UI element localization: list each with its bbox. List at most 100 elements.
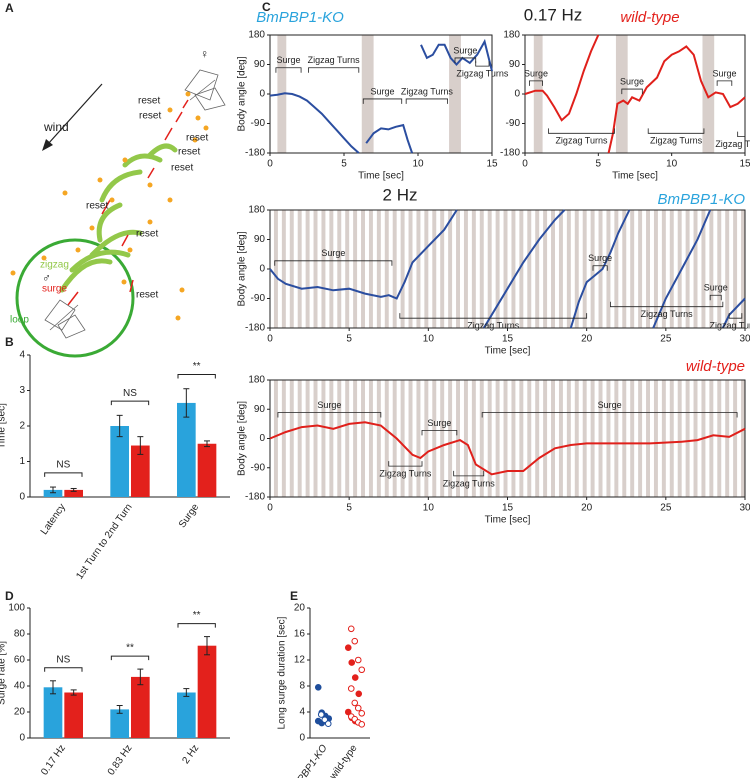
y-tick-label: 4 bbox=[19, 350, 25, 361]
x-tick-label: 1st Turn to 2nd Turn bbox=[74, 502, 134, 582]
stimulus-pulse bbox=[495, 210, 500, 328]
x-tick-label: 25 bbox=[660, 334, 672, 345]
annotation-bracket bbox=[388, 461, 423, 467]
x-tick-label: 20 bbox=[581, 334, 593, 345]
x-tick-label: Latency bbox=[39, 502, 68, 537]
annotation-label: Zigzag Turns bbox=[467, 321, 520, 331]
stimulus-pulse bbox=[709, 210, 714, 328]
bar bbox=[110, 709, 129, 738]
y-tick-label: 180 bbox=[248, 30, 265, 41]
stimulus-pulse bbox=[574, 210, 579, 328]
reset-label: reset bbox=[136, 229, 158, 240]
stimulus-pulse bbox=[289, 210, 294, 328]
stimulus-pulse bbox=[329, 210, 334, 328]
annotation-label: Zigzag Turns bbox=[443, 478, 496, 488]
significance-label: ** bbox=[193, 361, 201, 372]
stimulus-pulse bbox=[471, 380, 476, 497]
annotation-label: Surge bbox=[317, 400, 341, 410]
annotation-label: Zigzag Turns bbox=[308, 55, 361, 65]
angle-line bbox=[269, 38, 493, 154]
stimulus-pulse bbox=[598, 210, 603, 328]
x-tick-label: 0.17 Hz bbox=[39, 743, 68, 778]
annotation-bracket bbox=[421, 429, 458, 436]
x-tick-label: 0 bbox=[267, 503, 273, 514]
stimulus-pulse bbox=[353, 210, 358, 328]
stimulus-pulse bbox=[582, 380, 587, 497]
loop-label: loop bbox=[10, 315, 29, 326]
y-axis-label: Time [sec] bbox=[0, 403, 8, 449]
stimulus-pulse bbox=[456, 380, 460, 497]
stimulus-pulse bbox=[702, 35, 715, 153]
stimulus-pulse bbox=[432, 210, 437, 328]
point bbox=[355, 690, 363, 698]
x-tick-label: 10 bbox=[666, 159, 678, 170]
annotation-label: Surge bbox=[370, 86, 394, 96]
angle-line bbox=[524, 34, 746, 154]
point bbox=[317, 711, 325, 718]
reset-label: reset bbox=[178, 147, 200, 158]
bar bbox=[131, 676, 150, 738]
significance-label: NS bbox=[56, 654, 70, 665]
stimulus-pulse bbox=[622, 210, 627, 328]
y-axis-label: Body angle [deg] bbox=[237, 56, 248, 131]
stimulus-pulse bbox=[376, 380, 381, 497]
stimulus-pulse bbox=[693, 380, 698, 497]
stimulus-pulse bbox=[741, 380, 745, 497]
bar bbox=[177, 692, 196, 738]
bar bbox=[131, 445, 150, 497]
stimulus-pulse bbox=[606, 210, 611, 328]
stimulus-pulse bbox=[313, 210, 318, 328]
significance-bracket bbox=[44, 472, 83, 477]
zigzag-label: zigzag bbox=[40, 260, 69, 271]
y-tick-label: 0 bbox=[19, 492, 25, 503]
annotation-bracket bbox=[453, 470, 485, 477]
annotation-bracket bbox=[454, 57, 477, 63]
error-bar bbox=[116, 705, 123, 714]
stimulus-pulse bbox=[400, 210, 405, 328]
significance-label: NS bbox=[56, 460, 70, 471]
stimulus-pulse bbox=[487, 210, 492, 328]
x-tick-label: BmPBP1-KO bbox=[287, 743, 330, 778]
x-axis-label: Time [sec] bbox=[485, 346, 531, 357]
stimulus-pulse bbox=[511, 210, 516, 328]
point bbox=[347, 685, 355, 692]
stimulus-pulse bbox=[449, 35, 461, 153]
stimulus-pulse bbox=[598, 380, 603, 497]
stimulus-pulse bbox=[574, 380, 579, 497]
annotation-label: Surge bbox=[712, 68, 736, 78]
stimulus-pulse bbox=[519, 210, 524, 328]
stimulus-pulse bbox=[693, 210, 698, 328]
stimulus-pulse bbox=[535, 210, 540, 328]
bar bbox=[177, 402, 196, 497]
stimulus-pulse bbox=[345, 380, 350, 497]
error-bar bbox=[183, 688, 190, 697]
y-tick-label: -90 bbox=[506, 118, 521, 129]
stimulus-pulse bbox=[321, 380, 326, 497]
annotation-label: Surge bbox=[598, 400, 622, 410]
x-tick-label: 0 bbox=[267, 159, 273, 170]
error-bar bbox=[137, 668, 144, 686]
bar bbox=[43, 489, 63, 497]
stimulus-pulse bbox=[677, 210, 682, 328]
significance-bracket bbox=[110, 655, 150, 661]
annotation-label: Zigzag Turns bbox=[379, 469, 432, 479]
stimulus-pulse bbox=[416, 210, 421, 328]
annotation-bracket bbox=[405, 98, 448, 104]
y-tick-label: 40 bbox=[14, 681, 26, 692]
stimulus-pulse bbox=[543, 210, 548, 328]
panel-a: A wind ♀ ♂ zigzag surge bbox=[5, 1, 226, 358]
stimulus-pulse bbox=[606, 380, 611, 497]
annotation-label: Surge bbox=[588, 253, 612, 263]
error-bar bbox=[50, 486, 56, 494]
stimulus-pulse bbox=[543, 380, 548, 497]
x-tick-label: 0 bbox=[267, 334, 273, 345]
stimulus-pulse bbox=[733, 380, 738, 497]
stimulus-pulse bbox=[440, 380, 445, 497]
x-tick-label: 10 bbox=[423, 503, 435, 514]
error-bar bbox=[116, 414, 123, 438]
chart-heading: 0.17 Hz bbox=[524, 5, 583, 24]
x-axis-label: Time [sec] bbox=[612, 171, 658, 182]
stimulus-pulse bbox=[511, 380, 516, 497]
stimulus-pulse bbox=[495, 380, 500, 497]
